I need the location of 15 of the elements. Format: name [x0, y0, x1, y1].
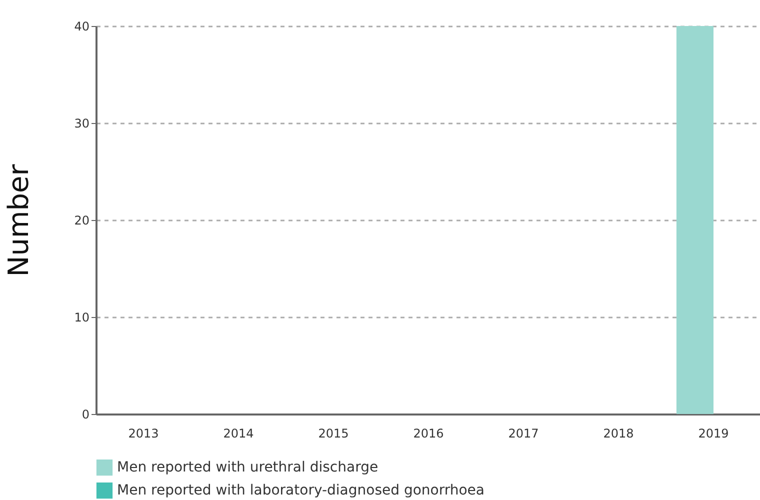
x-tick-label: 2018	[603, 426, 634, 440]
x-tick-label: 2015	[318, 426, 349, 440]
legend-label: Men reported with urethral discharge	[117, 460, 378, 476]
x-tick-label: 2013	[128, 426, 159, 440]
legend-label: Men reported with laboratory-diagnosed gonorrhoea	[117, 482, 484, 498]
x-tick-label: 2016	[413, 426, 444, 440]
x-tick-label: 2017	[508, 426, 539, 440]
y-tick-label: 0	[82, 408, 90, 422]
y-tick-label: 30	[74, 116, 90, 130]
x-tick-label: 2019	[698, 426, 729, 440]
x-tick-label: 2014	[223, 426, 254, 440]
y-tick-label: 20	[74, 214, 90, 228]
y-axis-title: Number	[2, 164, 36, 277]
y-tick-label: 40	[74, 20, 90, 34]
y-tick-label: 10	[74, 310, 90, 324]
